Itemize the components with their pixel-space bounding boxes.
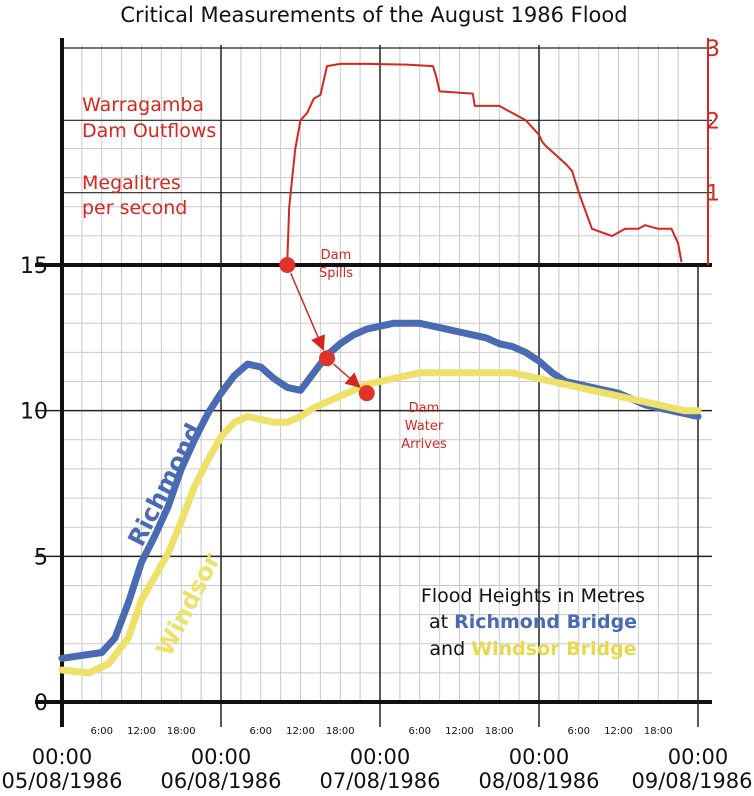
legend-line-1: Flood Heights in Metres — [421, 585, 645, 607]
date-tick-date: 05/08/1986 — [1, 769, 122, 793]
annotation-label: Dam — [321, 248, 352, 263]
dam-unit-line-1: Megalitres — [82, 172, 181, 194]
hour-tick-label: 12:00 — [604, 726, 633, 737]
date-tick-date: 09/08/1986 — [631, 769, 752, 793]
date-tick-date: 08/08/1986 — [478, 769, 599, 793]
annotation-marker — [279, 257, 296, 273]
labels-layer: 0 5 10 15 1 2 3 6:00 12:00 18:00 6:00 12:00 18:00 6:0… — [1, 37, 752, 793]
date-tick-time: 00:00 — [509, 745, 570, 769]
y-right-tick-label: 3 — [706, 37, 720, 62]
legend-line-2: at Richmond Bridge — [429, 611, 637, 633]
y-right-tick-label: 1 — [706, 182, 720, 207]
date-tick-time: 00:00 — [191, 745, 252, 769]
annotation-marker — [358, 385, 375, 402]
annotation-label: Water — [405, 419, 444, 434]
hour-tick-label: 18:00 — [167, 726, 196, 737]
annotation-label: Spills — [319, 266, 353, 281]
annotation-label: Dam — [409, 401, 440, 416]
dam-unit-line-2: per second — [82, 197, 187, 219]
hour-tick-label: 12:00 — [286, 726, 315, 737]
legend-line-3: and Windsor Bridge — [429, 638, 636, 660]
y-tick-label: 5 — [34, 545, 48, 570]
date-tick-time: 00:00 — [350, 745, 411, 769]
hour-tick-label: 18:00 — [485, 726, 514, 737]
date-tick-date: 07/08/1986 — [319, 769, 440, 793]
annotation-label: Arrives — [401, 437, 447, 452]
series-layer — [58, 62, 702, 677]
series-line-warragamba-dam-outflows — [286, 62, 683, 263]
annotation-layer: Dam Spills Dam Water Arrives — [279, 248, 447, 452]
y-right-tick-label: 2 — [706, 109, 720, 134]
hour-tick-label: 6:00 — [409, 726, 431, 737]
hour-tick-label: 6:00 — [91, 726, 113, 737]
axes-layer — [35, 38, 712, 727]
hour-tick-label: 12:00 — [127, 726, 156, 737]
y-tick-label: 0 — [34, 691, 48, 716]
chart-title: Critical Measurements of the August 1986… — [120, 3, 627, 27]
hour-tick-label: 12:00 — [445, 726, 474, 737]
series-line-windsor — [58, 369, 702, 677]
hour-tick-label: 18:00 — [326, 726, 355, 737]
annotation-arrow — [290, 272, 325, 351]
legend-line-3-prefix: and — [429, 638, 471, 660]
hour-tick-label: 6:00 — [250, 726, 272, 737]
date-tick-time: 00:00 — [32, 745, 93, 769]
hour-tick-label: 6:00 — [568, 726, 590, 737]
y-tick-label: 15 — [20, 254, 48, 279]
y-tick-label: 10 — [20, 400, 48, 425]
hour-tick-label: 18:00 — [644, 726, 673, 737]
date-tick-time: 00:00 — [668, 745, 729, 769]
date-tick-date: 06/08/1986 — [160, 769, 281, 793]
legend-windsor-name: Windsor Bridge — [471, 638, 636, 660]
dam-label-line-1: Warragamba — [82, 94, 204, 116]
legend-line-2-prefix: at — [429, 611, 454, 633]
annotation-marker — [319, 350, 335, 367]
dam-label-line-2: Dam Outflows — [82, 120, 216, 142]
annotation-arrow — [333, 363, 361, 388]
legend-richmond-name: Richmond Bridge — [454, 611, 637, 633]
